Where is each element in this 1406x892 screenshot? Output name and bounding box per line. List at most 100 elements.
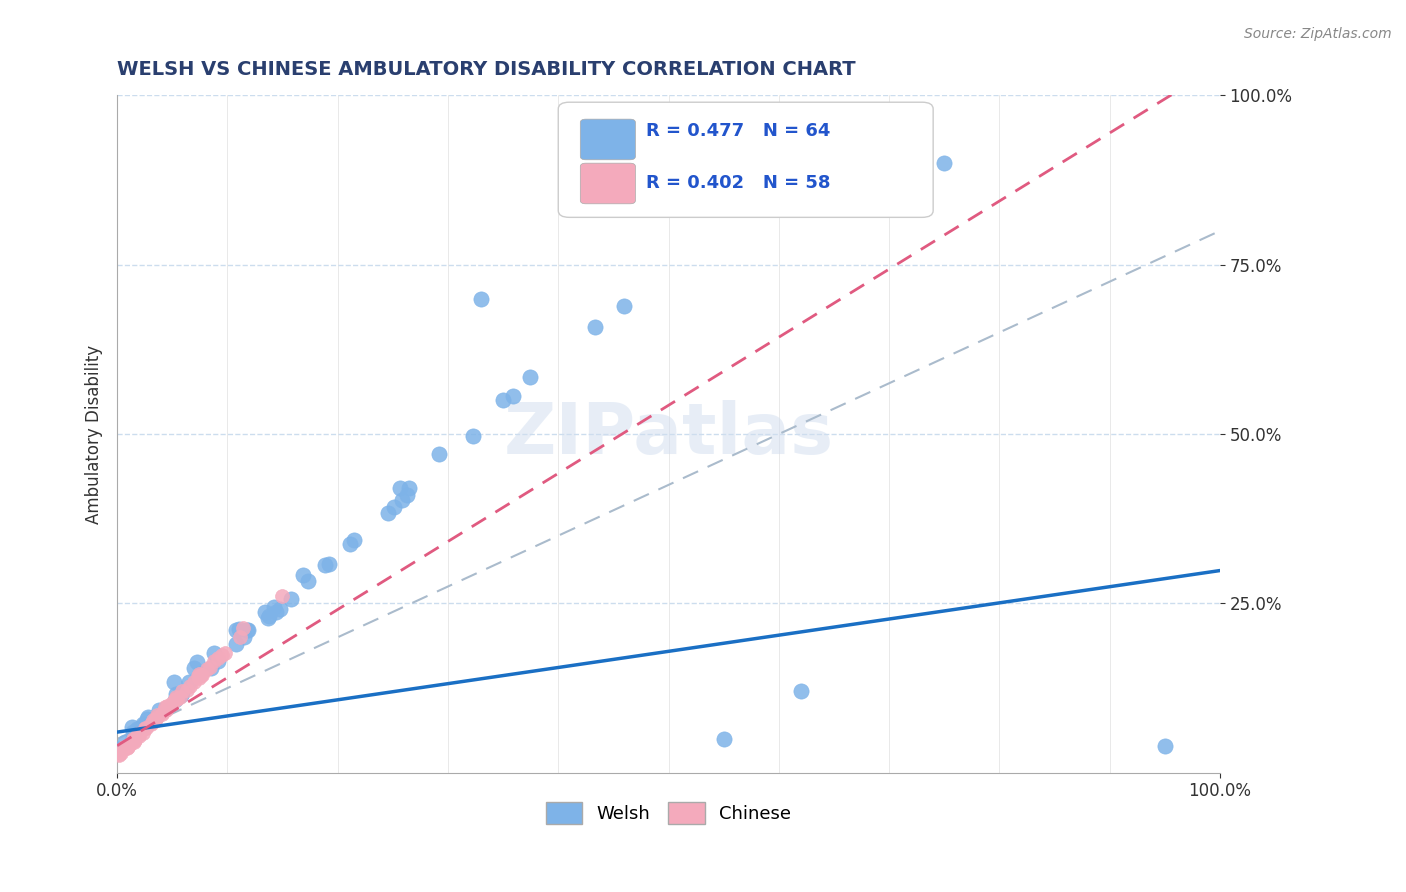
Text: WELSH VS CHINESE AMBULATORY DISABILITY CORRELATION CHART: WELSH VS CHINESE AMBULATORY DISABILITY C… bbox=[117, 60, 856, 78]
Point bbox=[187, 671, 209, 685]
Point bbox=[190, 667, 212, 681]
Point bbox=[163, 675, 186, 690]
Point bbox=[177, 674, 200, 689]
Point bbox=[186, 656, 208, 670]
Text: Source: ZipAtlas.com: Source: ZipAtlas.com bbox=[1244, 27, 1392, 41]
Point bbox=[238, 624, 260, 638]
Point bbox=[135, 721, 157, 735]
Point bbox=[339, 537, 361, 551]
Point bbox=[121, 721, 143, 735]
Point bbox=[121, 735, 143, 749]
Point bbox=[110, 747, 132, 761]
Point bbox=[263, 599, 285, 614]
Point bbox=[142, 712, 165, 726]
Point bbox=[214, 646, 236, 660]
Point bbox=[165, 692, 187, 706]
Point bbox=[314, 558, 336, 573]
Point bbox=[280, 592, 302, 607]
Point bbox=[232, 621, 254, 635]
Point bbox=[377, 506, 399, 520]
Point bbox=[148, 703, 170, 717]
Point bbox=[183, 661, 205, 675]
Point bbox=[207, 651, 229, 665]
Point bbox=[136, 712, 159, 726]
Point bbox=[463, 429, 485, 443]
Point bbox=[155, 702, 177, 716]
Legend: Welsh, Chinese: Welsh, Chinese bbox=[538, 795, 799, 831]
Point bbox=[165, 693, 187, 707]
Point bbox=[122, 724, 145, 739]
Point bbox=[127, 722, 149, 736]
Point bbox=[257, 608, 280, 623]
Point bbox=[382, 500, 405, 515]
Point bbox=[166, 692, 188, 706]
Point bbox=[108, 747, 131, 762]
Text: ZIPatlas: ZIPatlas bbox=[503, 400, 834, 468]
Point bbox=[934, 156, 956, 170]
Point bbox=[153, 702, 176, 716]
Point bbox=[202, 655, 225, 669]
Point bbox=[502, 388, 524, 402]
Point bbox=[1153, 739, 1175, 753]
Point bbox=[122, 731, 145, 746]
Point bbox=[134, 718, 156, 732]
Point bbox=[271, 589, 294, 603]
Point bbox=[160, 697, 183, 711]
Point bbox=[179, 679, 201, 693]
Point bbox=[122, 733, 145, 747]
Point bbox=[165, 690, 187, 704]
FancyBboxPatch shape bbox=[581, 120, 636, 160]
Point bbox=[142, 713, 165, 727]
Text: R = 0.477   N = 64: R = 0.477 N = 64 bbox=[647, 121, 831, 140]
Point bbox=[146, 708, 169, 723]
Point bbox=[156, 699, 179, 714]
Point bbox=[790, 684, 813, 698]
Point bbox=[200, 660, 222, 674]
Point bbox=[143, 714, 166, 728]
Point bbox=[127, 727, 149, 741]
Point bbox=[188, 667, 211, 681]
Point bbox=[136, 710, 159, 724]
Y-axis label: Ambulatory Disability: Ambulatory Disability bbox=[86, 344, 103, 524]
Point bbox=[713, 731, 735, 746]
Point bbox=[183, 675, 205, 690]
Point bbox=[142, 713, 165, 727]
Point bbox=[228, 622, 250, 636]
Point bbox=[225, 637, 247, 651]
Point bbox=[318, 557, 340, 571]
Point bbox=[395, 487, 418, 501]
Point bbox=[118, 738, 141, 752]
Point bbox=[613, 299, 636, 313]
Point bbox=[108, 747, 131, 762]
Point bbox=[389, 481, 412, 495]
Point bbox=[391, 492, 413, 507]
Point bbox=[160, 696, 183, 710]
Point bbox=[256, 611, 278, 625]
Point bbox=[114, 734, 136, 748]
Point bbox=[427, 447, 450, 461]
Point bbox=[235, 624, 257, 638]
Point bbox=[134, 721, 156, 735]
Point bbox=[211, 648, 233, 663]
Point bbox=[200, 661, 222, 675]
Point bbox=[832, 156, 855, 170]
Point bbox=[470, 292, 492, 306]
Point bbox=[492, 393, 515, 408]
Point bbox=[225, 624, 247, 638]
Point bbox=[188, 669, 211, 683]
Point bbox=[128, 730, 150, 744]
Point bbox=[124, 732, 146, 747]
Point bbox=[176, 682, 198, 697]
Point bbox=[107, 742, 129, 756]
Point bbox=[398, 482, 420, 496]
Point bbox=[187, 669, 209, 683]
Text: R = 0.402   N = 58: R = 0.402 N = 58 bbox=[647, 175, 831, 193]
Point bbox=[583, 319, 606, 334]
Point bbox=[264, 605, 287, 619]
Point bbox=[141, 716, 163, 731]
Point bbox=[112, 739, 135, 754]
Point bbox=[232, 630, 254, 644]
Point bbox=[170, 688, 193, 702]
Point bbox=[117, 740, 139, 755]
Point bbox=[170, 684, 193, 698]
